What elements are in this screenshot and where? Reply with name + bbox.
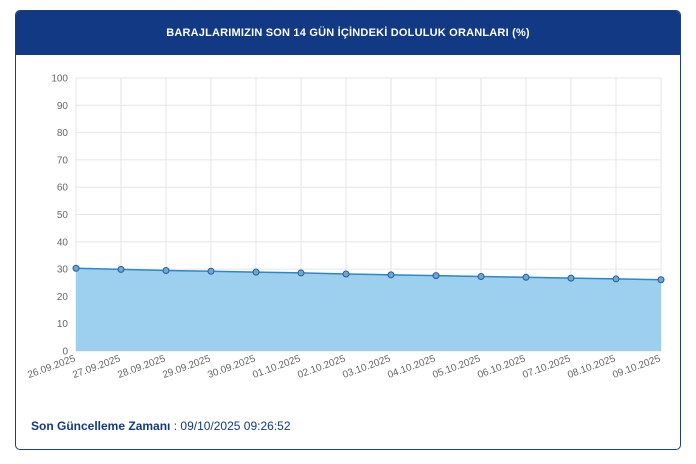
x-tick-label: 04.10.2025 [386,353,437,381]
x-tick-label: 01.10.2025 [251,353,302,381]
last-update: Son Güncelleme Zamanı : 09/10/2025 09:26… [31,419,291,433]
last-update-separator: : [170,419,181,433]
y-tick-label: 90 [57,101,69,112]
last-update-label: Son Güncelleme Zamanı [31,419,171,433]
x-tick-label: 29.09.2025 [161,353,212,381]
last-update-value: 09/10/2025 09:26:52 [180,419,291,433]
y-tick-label: 40 [57,237,69,248]
x-tick-label: 30.09.2025 [206,353,257,381]
data-point [117,265,125,273]
y-tick-label: 0 [62,347,68,358]
data-point [342,270,350,278]
data-point [252,268,260,276]
x-tick-label: 02.10.2025 [296,353,347,381]
data-point [612,275,620,283]
y-tick-label: 60 [57,183,69,194]
y-tick-label: 20 [57,292,69,303]
series-line [75,267,662,281]
data-point [162,266,170,274]
x-tick-label: 08.10.2025 [566,353,617,381]
data-point [207,267,215,275]
x-tick-label: 27.09.2025 [71,353,122,381]
x-tick-label: 07.10.2025 [521,353,572,381]
data-point [432,272,440,280]
data-point [477,272,485,280]
chart-card: BARAJLARIMIZIN SON 14 GÜN İÇİNDEKİ DOLUL… [15,10,681,450]
data-point [567,274,575,282]
series-area [76,268,661,351]
y-tick-label: 70 [57,155,69,166]
data-point [387,271,395,279]
x-tick-label: 26.09.2025 [26,353,77,381]
x-tick-label: 09.10.2025 [611,353,662,381]
y-tick-label: 50 [57,210,69,221]
data-point [297,269,305,277]
x-tick-label: 28.09.2025 [116,353,167,381]
chart-header: BARAJLARIMIZIN SON 14 GÜN İÇİNDEKİ DOLUL… [16,11,680,55]
data-point [657,276,665,284]
dam-fill-chart: 0 10 20 30 40 50 60 70 80 90 100 26.09.202527.09.20… [26,74,665,381]
x-tick-label: 05.10.2025 [431,353,482,381]
x-tick-label: 03.10.2025 [341,353,392,381]
chart-title: BARAJLARIMIZIN SON 14 GÜN İÇİNDEKİ DOLUL… [166,27,530,39]
x-tick-label: 06.10.2025 [476,353,527,381]
y-tick-label: 80 [57,128,69,139]
y-tick-label: 100 [51,74,68,85]
data-point [522,273,530,281]
chart-area: 0 10 20 30 40 50 60 70 80 90 100 26.09.2025 27.09.20… [16,55,680,405]
y-tick-label: 30 [57,265,69,276]
data-point [72,264,80,272]
y-tick-label: 10 [57,319,69,330]
